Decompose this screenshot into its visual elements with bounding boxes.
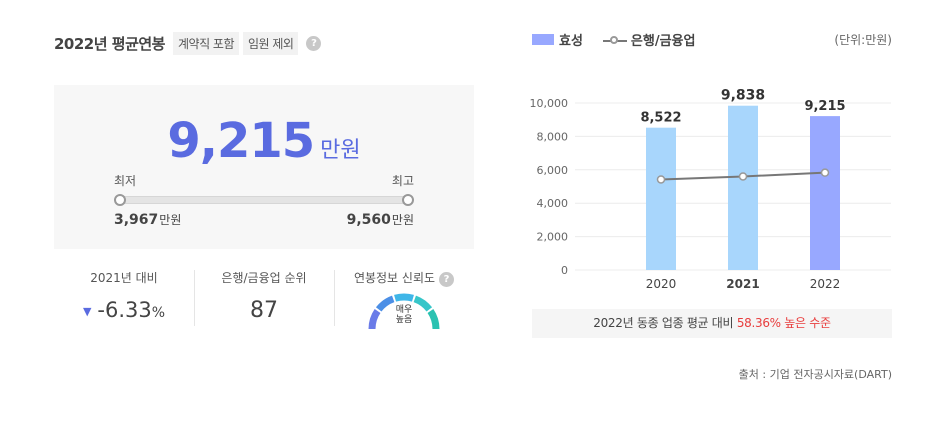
bar-legend-label: 효성 — [559, 34, 583, 49]
x-tick-label: 2022 — [810, 277, 841, 291]
yoy-change: ▼ -6.33% — [54, 298, 194, 322]
reliability-line2: 높음 — [395, 315, 413, 325]
min-salary-unit: 만원 — [159, 213, 182, 227]
bar-legend-swatch — [532, 34, 554, 45]
header: 2022년 평균연봉 계약직 포함 임원 제외 ? — [54, 32, 322, 55]
yoy-percent-sign: % — [151, 305, 166, 321]
reliability-label: 연봉정보 신뢰도 — [353, 271, 436, 285]
yoy-value: -6.33 — [97, 298, 152, 322]
y-tick-label: 4,000 — [537, 197, 569, 210]
y-tick-label: 0 — [561, 264, 568, 277]
min-salary-value: 3,967 — [114, 212, 159, 228]
chart-legend: 효성 은행/금융업 — [532, 30, 695, 49]
line-point-2021[interactable] — [738, 172, 748, 181]
salary-summary-box: 9,215 만원 최저 최고 3,967만원 9,560만원 — [54, 85, 474, 249]
reliability-gauge-text: 매우 높음 — [334, 305, 474, 325]
divider — [194, 270, 195, 326]
gauge-segment — [427, 309, 440, 330]
divider — [334, 270, 335, 326]
bar-value-label: 9,215 — [804, 99, 845, 114]
average-salary-value: 9,215 — [167, 113, 315, 169]
min-label: 최저 — [114, 174, 137, 188]
bar-2020[interactable] — [646, 127, 676, 270]
chart-panel: 효성 은행/금융업 (단위:만원) 10,000 8,000 6,000 4,000 2… — [500, 0, 949, 426]
line-point-2022[interactable] — [820, 168, 830, 177]
help-icon[interactable]: ? — [306, 36, 322, 51]
y-tick-label: 10,000 — [530, 97, 569, 110]
line-point-2020[interactable] — [656, 175, 666, 184]
summary-text: 2022년 동종 업종 평균 대비 — [593, 316, 737, 330]
stat-yoy: 2021년 대비 ▼ -6.33% — [54, 262, 194, 330]
stats-row: 2021년 대비 ▼ -6.33% 은행/금융업 순위 87 연봉정보 신뢰도? … — [54, 262, 474, 337]
average-salary-unit: 만원 — [320, 138, 361, 163]
source-note: 출처 : 기업 전자공시자료(DART) — [738, 368, 892, 381]
page-title: 2022년 평균연봉 — [54, 35, 165, 53]
reliability-line1: 매우 — [395, 305, 413, 315]
tag-contract-included: 계약직 포함 — [172, 32, 239, 55]
down-arrow-icon: ▼ — [82, 305, 92, 318]
reliability-header: 연봉정보 신뢰도? — [334, 269, 474, 287]
bar-2022[interactable] — [810, 116, 840, 270]
range-min-knob — [114, 194, 126, 206]
stat-rank: 은행/금융업 순위 87 — [194, 262, 334, 330]
salary-panel: 2022년 평균연봉 계약직 포함 임원 제외 ? 9,215 만원 최저 최고 … — [54, 32, 474, 337]
gauge-segment — [413, 295, 433, 312]
max-salary: 9,560만원 — [347, 211, 414, 228]
x-tick-label: 2020 — [646, 277, 677, 291]
line-legend-icon — [602, 34, 627, 46]
salary-range-bar — [120, 196, 408, 204]
unit-note: (단위:만원) — [834, 33, 892, 47]
reliability-help-icon[interactable]: ? — [439, 272, 455, 287]
gauge-segment — [368, 309, 381, 330]
comparison-summary: 2022년 동종 업종 평균 대비 58.36% 높은 수준 — [532, 309, 892, 338]
bar-value-label: 9,838 — [721, 88, 765, 104]
y-tick-label: 2,000 — [537, 231, 569, 244]
x-tick-label: 2021 — [726, 277, 759, 291]
gauge-segment — [394, 293, 414, 302]
salary-chart: 10,000 8,000 6,000 4,000 2,000 0 8,522 2020 9,83… — [530, 88, 891, 291]
tag-executive-excluded: 임원 제외 — [243, 32, 299, 55]
min-salary: 3,967만원 — [114, 211, 181, 228]
bar-value-label: 8,522 — [640, 111, 681, 126]
summary-highlight: 58.36% 높은 수준 — [736, 316, 831, 330]
reliability-gauge — [368, 293, 440, 330]
rank-value: 87 — [250, 298, 278, 323]
max-salary-value: 9,560 — [346, 212, 391, 228]
gauge-segment — [375, 295, 395, 312]
max-label: 최고 — [391, 174, 414, 188]
y-tick-label: 6,000 — [537, 164, 569, 177]
max-salary-unit: 만원 — [391, 213, 414, 227]
yoy-label: 2021년 대비 — [90, 271, 158, 285]
bar-2021[interactable] — [728, 105, 758, 270]
stat-reliability: 연봉정보 신뢰도? 매우 높음 — [334, 262, 474, 330]
y-tick-label: 8,000 — [537, 130, 569, 143]
rank-label: 은행/금융업 순위 — [221, 271, 307, 285]
average-salary: 9,215 만원 — [54, 113, 474, 169]
line-legend-label: 은행/금융업 — [630, 34, 696, 49]
range-max-knob — [402, 194, 414, 206]
